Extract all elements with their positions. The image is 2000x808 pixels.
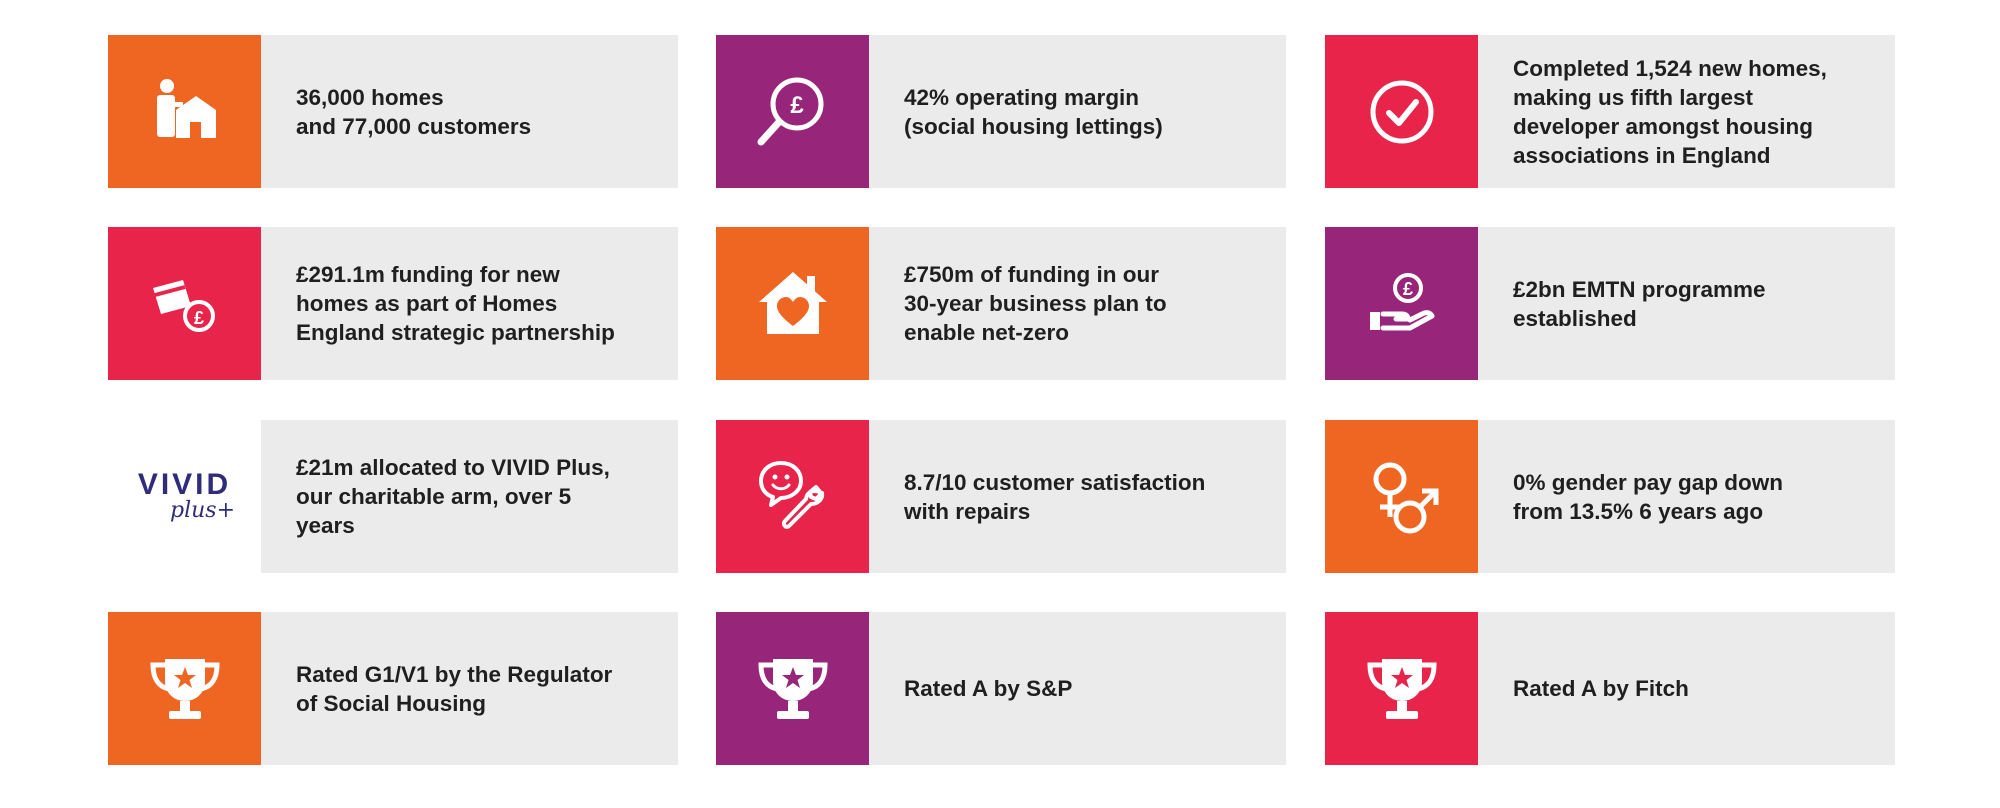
house-heart-icon [758,271,827,334]
stat-text: 36,000 homes and 77,000 customers [296,84,532,139]
stat-text: 0% gender pay gap down from 13.5% 6 year… [1513,469,1784,524]
icon-tile [716,420,869,573]
stat-card-repairs-satisfaction: 8.7/10 customer satisfaction with repair… [716,420,1286,573]
icon-tile [716,227,869,380]
trophy-star-icon [149,658,220,719]
icon-tile [1325,420,1478,573]
stat-text: Rated A by S&P [904,676,1073,701]
gender-symbols-icon [1373,462,1438,533]
icon-tile [108,612,261,765]
svg-text:£: £ [790,92,804,119]
svg-text:£: £ [1402,279,1412,299]
smiley-wrench-icon [758,460,824,529]
stat-text: £21m allocated to VIVID Plus, our charit… [296,455,610,538]
stat-text: Rated A by Fitch [1513,676,1689,701]
logo-subtitle: plus+ [169,498,235,523]
icon-tile: £ [108,227,261,380]
icon-tile [716,612,869,765]
logo-wordmark: VIVID [137,468,232,501]
icon-tile: £ [716,35,869,188]
icon-tile [1325,35,1478,188]
stat-card-vivid-plus: VIVID plus+ £21m allocated to VIVID Plus… [108,420,678,573]
stat-card-fitch-rating: Rated A by Fitch [1325,612,1895,765]
trophy-star-icon [1366,658,1437,719]
trophy-star-icon [757,658,828,719]
stat-text: Rated G1/V1 by the Regulator of Social H… [296,661,613,716]
stat-text: 8.7/10 customer satisfaction with repair… [904,469,1206,524]
stat-text: 42% operating margin (social housing let… [904,84,1163,139]
icon-tile [108,35,261,188]
stat-text: £750m of funding in our 30-year business… [904,262,1167,345]
stat-card-homes-england-funding: £ £291.1m funding for new homes as part … [108,227,678,380]
stat-card-sp-rating: Rated A by S&P [716,612,1286,765]
card-pound-icon: £ [152,279,215,332]
stat-card-gender-pay-gap: 0% gender pay gap down from 13.5% 6 year… [1325,420,1895,573]
hand-pound-icon: £ [1369,272,1434,330]
checkmark-circle-icon [1370,80,1433,143]
stat-text: Completed 1,524 new homes, making us fif… [1513,55,1827,168]
vivid-plus-logo: VIVID plus+ [108,420,261,573]
stat-card-net-zero-funding: £750m of funding in our 30-year business… [716,227,1286,380]
stat-card-homes: 36,000 homes and 77,000 customers [108,35,678,188]
icon-tile [1325,612,1478,765]
stat-card-regulator-rating: Rated G1/V1 by the Regulator of Social H… [108,612,678,765]
svg-text:£: £ [193,308,203,328]
stat-card-operating-margin: £ 42% operating margin (social housing l… [716,35,1286,188]
person-home-icon [156,78,216,138]
stat-text: £2bn EMTN programme established [1513,276,1766,331]
icon-tile: £ [1325,227,1478,380]
stat-card-new-homes: Completed 1,524 new homes, making us fif… [1325,35,1895,188]
pound-magnifier-icon: £ [757,77,823,145]
stat-text: £291.1m funding for new homes as part of… [296,262,615,345]
stat-card-emtn: £ £2bn EMTN programme established [1325,227,1895,380]
